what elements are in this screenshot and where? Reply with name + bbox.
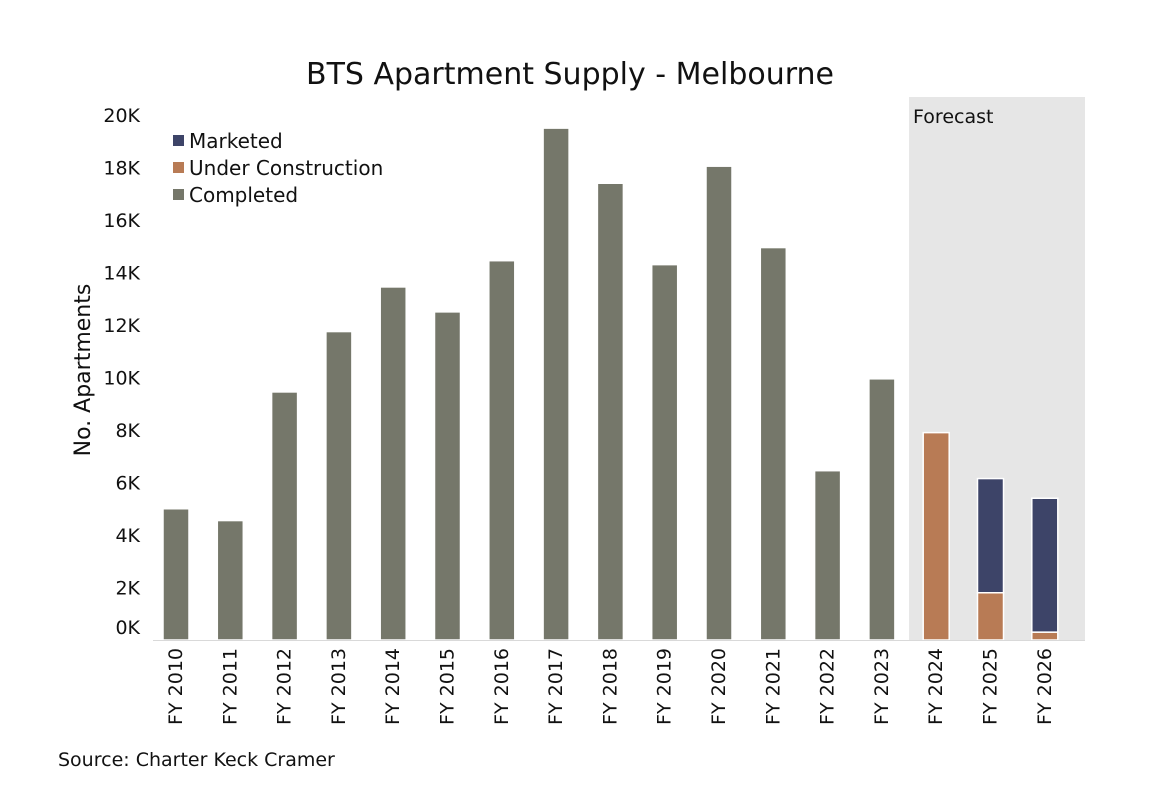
legend: Marketed Under Construction Completed xyxy=(173,129,383,207)
y-axis-label: No. Apartments xyxy=(71,284,96,457)
y-tick-label: 0K xyxy=(115,617,140,639)
bar-marketed xyxy=(1031,497,1059,633)
y-tick-label: 16K xyxy=(103,210,140,232)
x-tick-label: FY 2010 xyxy=(165,648,187,725)
y-tick-label: 2K xyxy=(115,578,140,600)
bar-completed xyxy=(705,165,733,641)
bar-completed xyxy=(488,259,516,641)
y-tick-label: 8K xyxy=(115,420,140,442)
bar-completed xyxy=(216,519,245,641)
bar-under-construction xyxy=(976,592,1005,641)
x-tick-label: FY 2016 xyxy=(491,648,513,725)
x-tick-label: FY 2020 xyxy=(708,648,730,725)
bar-under-construction xyxy=(1031,631,1059,641)
x-tick-label: FY 2024 xyxy=(925,648,947,725)
bar-completed xyxy=(868,378,896,641)
bar-under-construction xyxy=(922,431,950,641)
x-tick-label: FY 2022 xyxy=(817,648,839,725)
legend-swatch xyxy=(173,162,184,173)
x-tick-label: FY 2017 xyxy=(545,648,567,725)
x-tick-label: FY 2015 xyxy=(437,648,459,725)
x-tick-label: FY 2026 xyxy=(1034,648,1056,725)
bar-completed xyxy=(162,508,190,641)
y-tick-label: 14K xyxy=(103,263,140,285)
legend-label: Marketed xyxy=(189,129,283,153)
bar-completed xyxy=(759,246,788,641)
y-tick-label: 4K xyxy=(115,525,140,547)
forecast-label: Forecast xyxy=(913,106,993,128)
x-tick-label: FY 2011 xyxy=(219,648,241,725)
legend-label: Completed xyxy=(189,183,298,207)
bars xyxy=(162,127,1059,641)
bar-completed xyxy=(379,286,407,641)
bar-completed xyxy=(270,391,299,641)
bar-completed xyxy=(650,263,679,641)
source-note: Source: Charter Keck Cramer xyxy=(58,749,335,771)
bar-completed xyxy=(325,330,353,641)
chart-title: BTS Apartment Supply - Melbourne xyxy=(306,57,834,92)
x-tick-label: FY 2014 xyxy=(382,648,404,725)
bar-completed xyxy=(433,311,462,641)
y-tick-label: 18K xyxy=(103,158,140,180)
bar-completed xyxy=(542,127,570,641)
x-tick-label: FY 2012 xyxy=(274,648,296,725)
x-tick-label: FY 2021 xyxy=(762,648,784,725)
y-tick-label: 12K xyxy=(103,315,140,337)
legend-swatch xyxy=(173,189,184,200)
x-axis-ticks: FY 2010 FY 2011 FY 2012 FY 2013 FY 2014 FY 20… xyxy=(165,648,1056,725)
bar-marketed xyxy=(976,477,1005,594)
x-tick-label: FY 2019 xyxy=(654,648,676,725)
bar-completed xyxy=(596,182,625,641)
y-tick-label: 6K xyxy=(115,473,140,495)
x-tick-label: FY 2013 xyxy=(328,648,350,725)
y-tick-label: 10K xyxy=(103,368,140,390)
x-tick-label: FY 2025 xyxy=(980,648,1002,725)
y-axis-ticks: 0K 2K 4K 6K 8K 10K 12K 14K 16K 18K 20K xyxy=(103,105,140,639)
legend-swatch xyxy=(173,135,184,146)
x-tick-label: FY 2018 xyxy=(599,648,621,725)
bar-completed xyxy=(813,469,842,641)
y-tick-label: 20K xyxy=(103,105,140,127)
x-tick-label: FY 2023 xyxy=(871,648,893,725)
legend-label: Under Construction xyxy=(189,156,383,180)
